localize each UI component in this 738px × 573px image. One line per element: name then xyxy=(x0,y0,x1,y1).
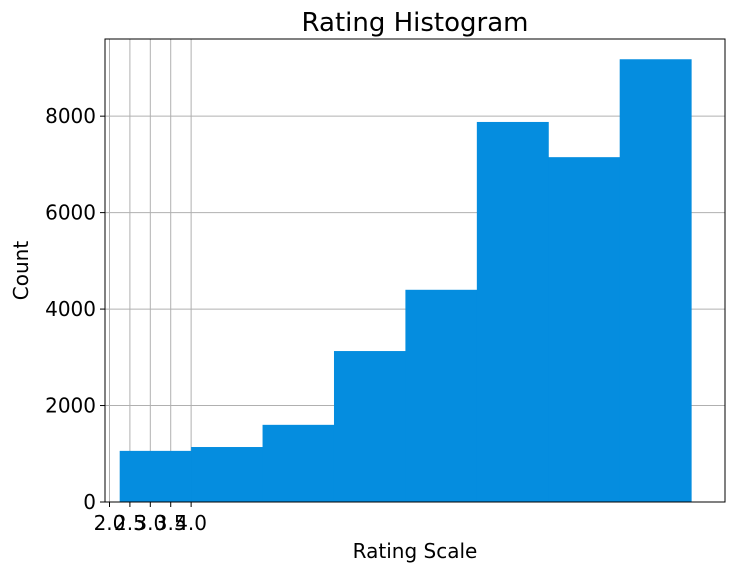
histogram-bar xyxy=(191,447,264,502)
x-tick-label: 3.5 xyxy=(155,511,187,535)
y-axis-label: Count xyxy=(9,241,33,301)
y-tick-label: 4000 xyxy=(45,297,96,321)
chart-title: Rating Histogram xyxy=(302,8,529,38)
x-axis-ticks: 2.02.53.03.54.0 xyxy=(94,502,207,535)
y-tick-label: 0 xyxy=(83,490,96,514)
x-tick-label: 3.0 xyxy=(134,511,166,535)
y-tick-label: 6000 xyxy=(45,201,96,225)
histogram-bar xyxy=(119,450,192,502)
y-tick-label: 2000 xyxy=(45,394,96,418)
histogram-bar xyxy=(333,351,406,502)
plot-area-frame xyxy=(104,38,726,503)
y-tick-label: 8000 xyxy=(45,104,96,128)
histogram-bar xyxy=(262,424,335,502)
x-tick-label: 2.5 xyxy=(114,511,146,535)
x-tick-label: 4.0 xyxy=(175,511,207,535)
histogram-bar xyxy=(619,59,692,502)
x-tick-label: 2.0 xyxy=(94,511,126,535)
histogram-bars xyxy=(119,59,692,503)
y-axis-ticks: 0 2000 4000 6000 8000 xyxy=(45,104,105,514)
histogram-bar xyxy=(405,289,478,502)
histogram-bar xyxy=(548,157,621,503)
x-axis-label: Rating Scale xyxy=(353,539,478,563)
x-gridlines xyxy=(108,39,192,502)
histogram-bar xyxy=(476,121,549,503)
